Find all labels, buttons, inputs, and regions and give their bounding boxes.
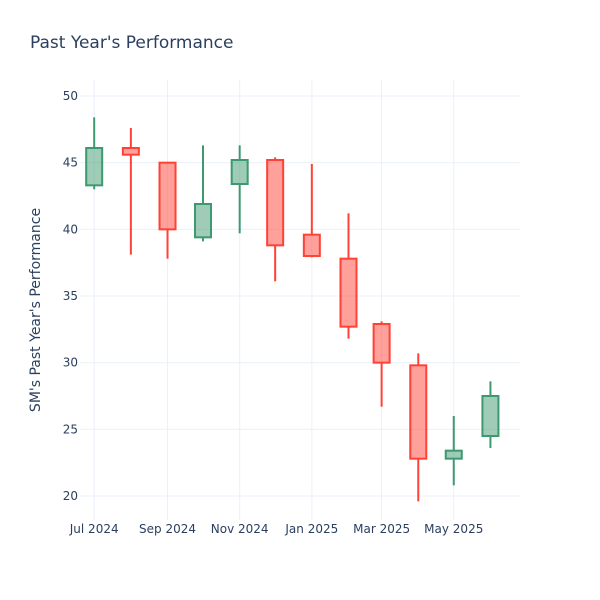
y-tick-label: 50 — [63, 89, 78, 103]
y-tick-label: 30 — [63, 356, 78, 370]
candle-decreasing — [158, 161, 177, 259]
y-tick-labels: 20 25 30 35 40 45 50 — [63, 89, 78, 503]
candle-body — [339, 257, 358, 328]
y-tick-label: 20 — [63, 489, 78, 503]
candle-body — [444, 449, 463, 460]
x-tick-label: Jan 2025 — [284, 522, 338, 536]
candle-body — [121, 147, 140, 156]
candle-body — [481, 395, 500, 437]
candles — [85, 117, 500, 502]
x-tick-label: Jul 2024 — [69, 522, 119, 536]
candle-decreasing — [121, 128, 140, 255]
candle-decreasing — [372, 321, 391, 407]
candle-increasing — [194, 145, 213, 242]
candle-body — [158, 161, 177, 231]
candle-decreasing — [302, 164, 321, 258]
x-tick-label: May 2025 — [424, 522, 483, 536]
x-tick-label: Nov 2024 — [211, 522, 269, 536]
y-tick-label: 35 — [63, 289, 78, 303]
candle-increasing — [481, 381, 500, 448]
candle-body — [85, 147, 104, 187]
candle-decreasing — [339, 213, 358, 339]
candle-body — [302, 233, 321, 258]
candle-body — [372, 323, 391, 364]
x-tick-labels: Jul 2024 Sep 2024 Nov 2024 Jan 2025 Mar 2025… — [69, 522, 484, 536]
candle-body — [230, 159, 249, 185]
chart-title: Past Year's Performance — [30, 33, 234, 53]
x-tick-label: Mar 2025 — [353, 522, 410, 536]
candle-decreasing — [266, 157, 285, 282]
candle-increasing — [444, 416, 463, 486]
candle-increasing — [230, 145, 249, 234]
x-tick-label: Sep 2024 — [139, 522, 196, 536]
candle-body — [409, 364, 428, 460]
y-tick-label: 45 — [63, 156, 78, 170]
candle-increasing — [85, 117, 104, 190]
candle-body — [194, 203, 213, 239]
y-tick-label: 25 — [63, 422, 78, 436]
candle-decreasing — [409, 353, 428, 502]
y-axis-title: SM's Past Year's Performance — [28, 208, 44, 412]
grid-lines — [80, 80, 520, 520]
y-tick-label: 40 — [63, 222, 78, 236]
candle-body — [266, 159, 285, 247]
